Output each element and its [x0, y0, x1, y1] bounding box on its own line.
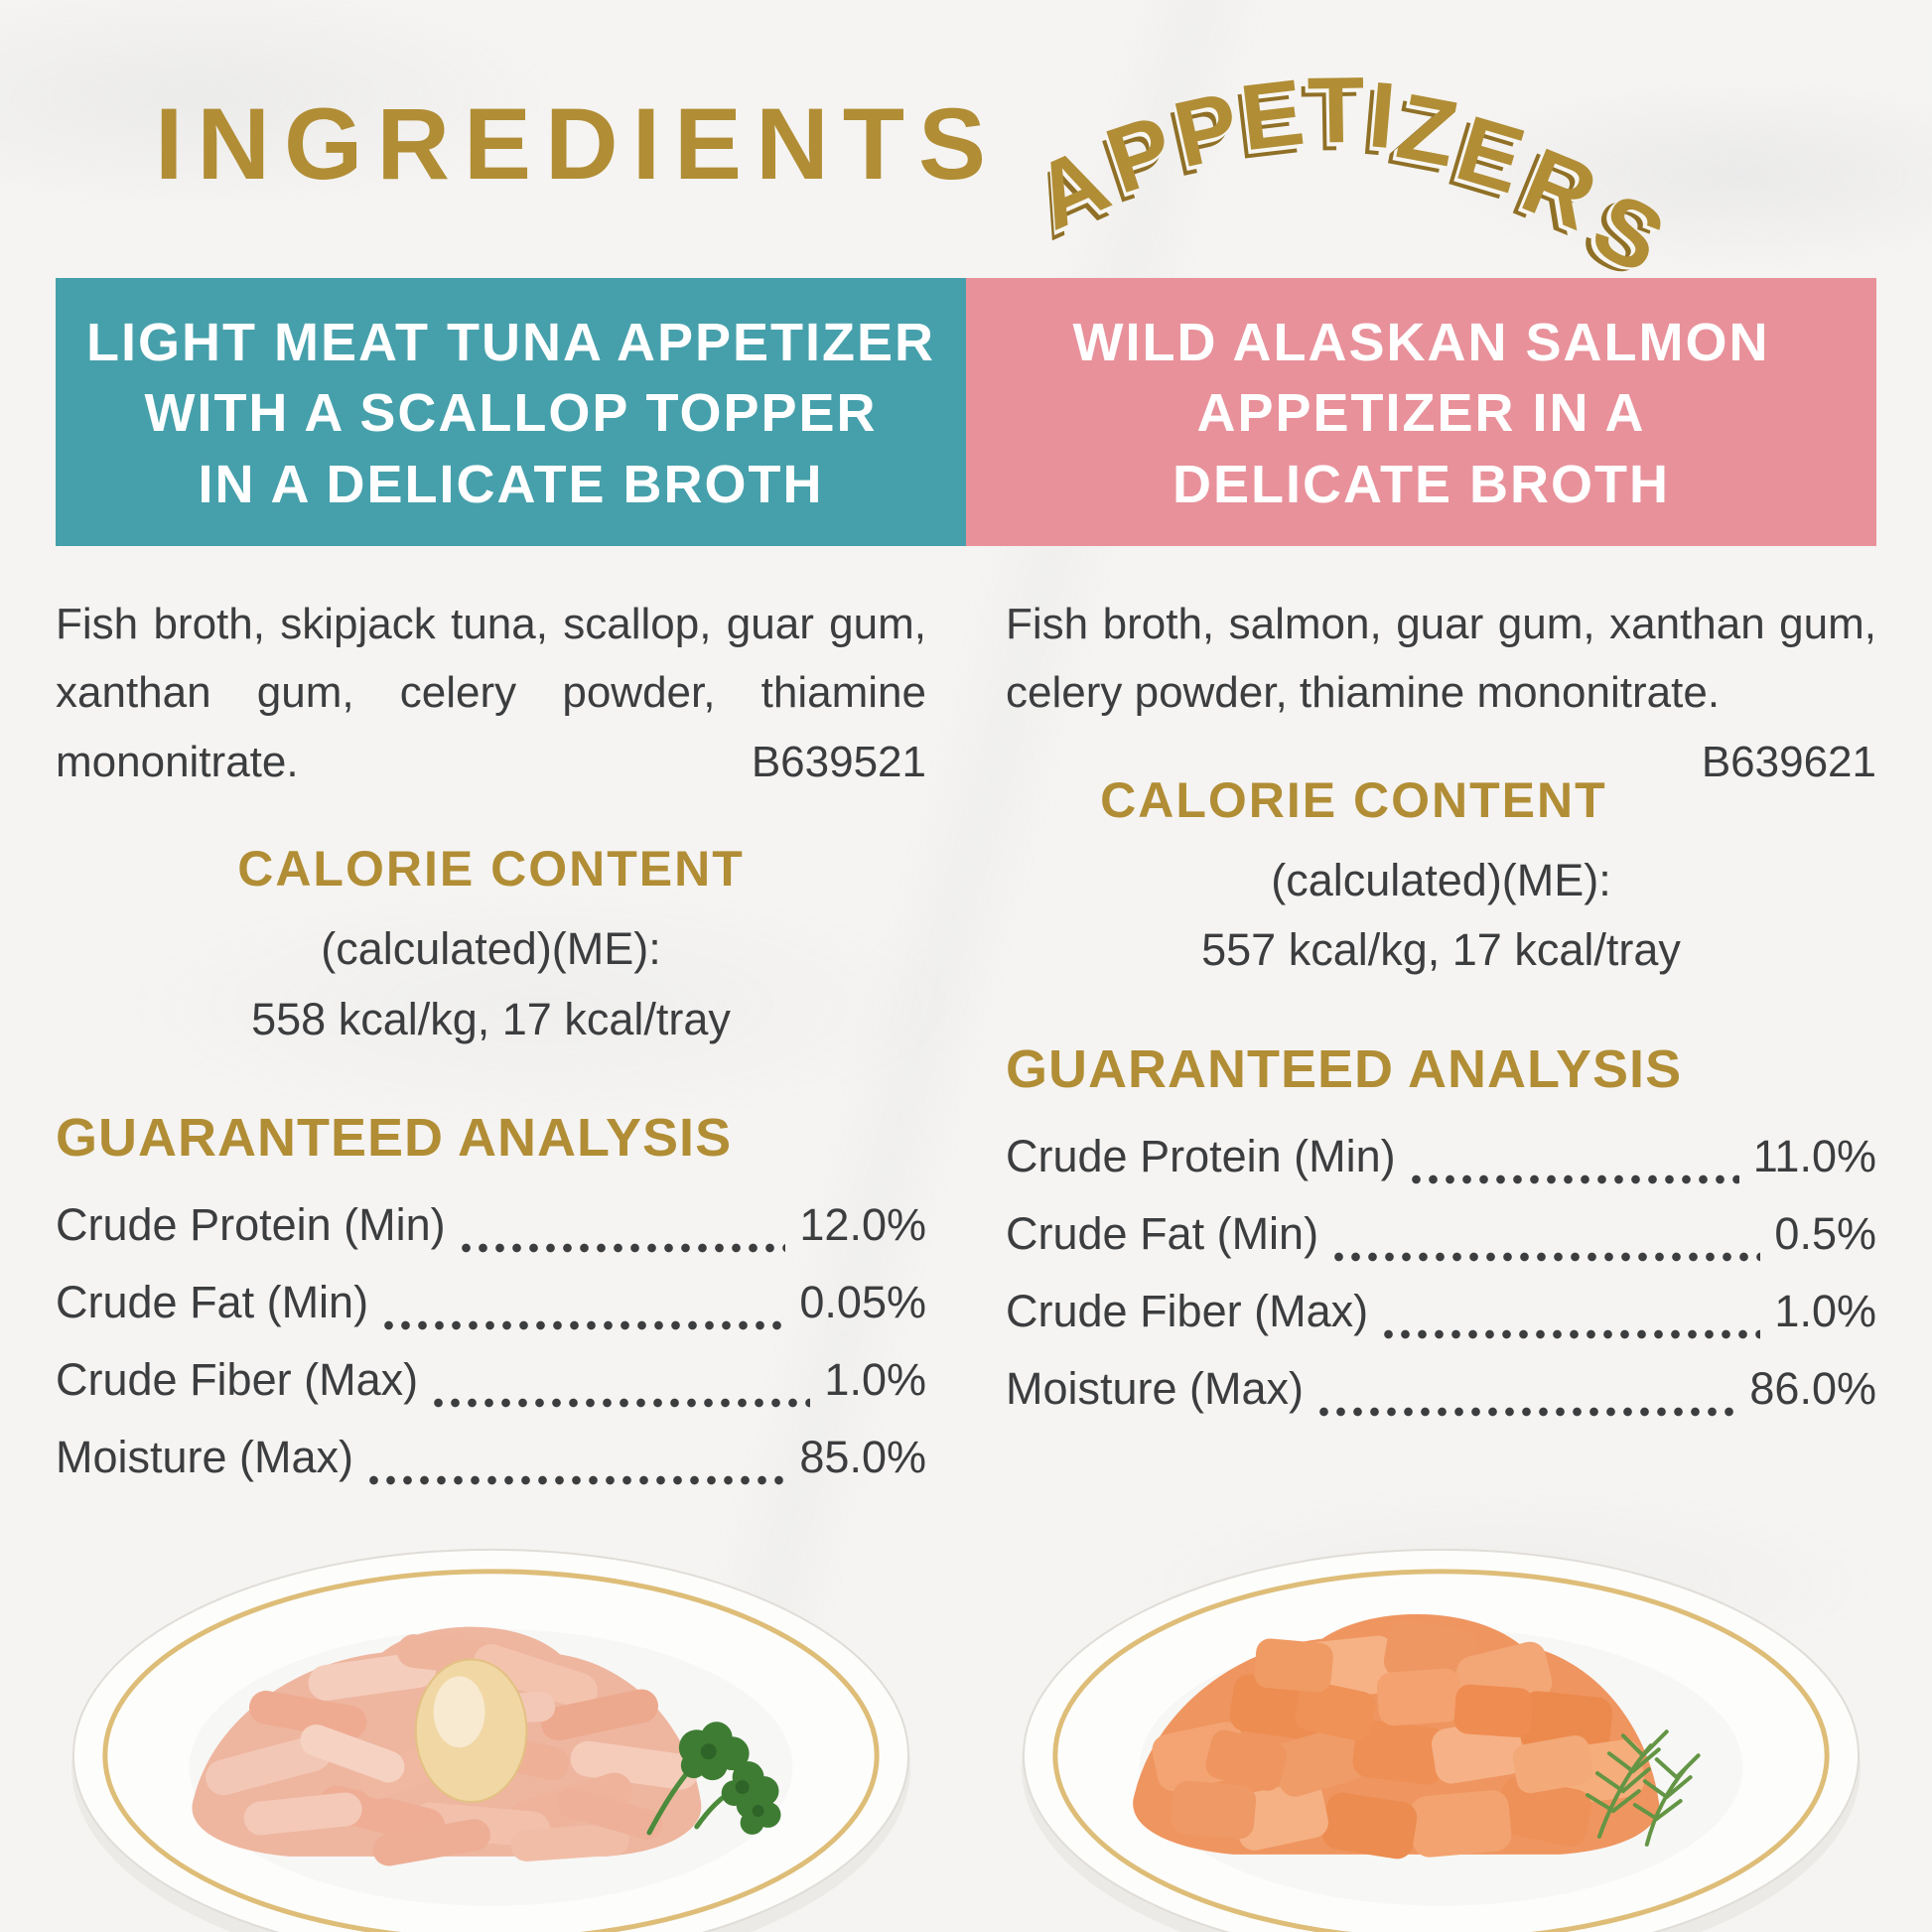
- dotted-leader: [365, 1474, 786, 1487]
- dotted-leader: [457, 1242, 786, 1255]
- title-row: INGREDIENTS APPETIZERS: [56, 57, 1876, 294]
- calorie-section: CALORIE CONTENT (calculated)(ME): 558 kc…: [56, 840, 926, 1053]
- analysis-label: Crude Fiber (Max): [56, 1354, 419, 1406]
- salmon-header-line: DELICATE BROTH: [1173, 454, 1670, 514]
- tuna-header-line: IN A DELICATE BROTH: [198, 454, 824, 514]
- analysis-label: Crude Fat (Min): [1006, 1207, 1319, 1259]
- batch-code: B639621: [1701, 737, 1876, 786]
- analysis-value: 85.0%: [799, 1432, 926, 1483]
- analysis-heading: GUARANTEED ANALYSIS: [56, 1108, 733, 1169]
- salmon-header-band: WILD ALASKAN SALMON APPETIZER IN A DELIC…: [966, 278, 1876, 546]
- ingredients-paragraph: Fish broth, salmon, guar gum, xanthan gu…: [1006, 590, 1876, 786]
- tuna-header-line: LIGHT MEAT TUNA APPETIZER: [86, 313, 935, 372]
- analysis-row: Crude Fiber (Max) 1.0%: [56, 1341, 926, 1419]
- analysis-row: Crude Protein (Min) 12.0%: [56, 1186, 926, 1264]
- analysis-rows: Crude Protein (Min) 12.0% Crude Fat (Min) 0…: [56, 1186, 926, 1496]
- analysis-value: 1.0%: [824, 1354, 926, 1406]
- ingredients-text: Fish broth, skipjack tuna, scallop, guar…: [56, 599, 926, 786]
- analysis-row: Moisture (Max) 86.0%: [1006, 1350, 1876, 1428]
- tuna-plate-photo: [56, 1518, 926, 1932]
- dotted-leader: [1380, 1327, 1761, 1340]
- analysis-value: 86.0%: [1749, 1362, 1876, 1414]
- calorie-heading: CALORIE CONTENT: [237, 841, 745, 897]
- analysis-label: Crude Fiber (Max): [1006, 1285, 1369, 1336]
- calorie-method: (calculated)(ME):: [1271, 854, 1611, 905]
- analysis-value: 0.05%: [799, 1277, 926, 1328]
- salmon-plate-illustration: [1022, 1549, 1861, 1932]
- tuna-header-band: LIGHT MEAT TUNA APPETIZER WITH A SCALLOP…: [56, 278, 966, 546]
- dill-garnish: [1586, 1729, 1701, 1847]
- tuna-plate-illustration: [71, 1549, 910, 1932]
- tuna-header-line: WITH A SCALLOP TOPPER: [144, 383, 878, 444]
- variant-header-bands: LIGHT MEAT TUNA APPETIZER WITH A SCALLOP…: [56, 278, 1876, 546]
- scallop-topper: [414, 1658, 528, 1804]
- salmon-header-line: APPETIZER IN A: [1196, 383, 1646, 444]
- salmon-column: Fish broth, salmon, guar gum, xanthan gu…: [1006, 546, 1876, 1496]
- calorie-values: 558 kcal/kg, 17 kcal/tray: [251, 993, 731, 1044]
- dotted-leader: [1330, 1250, 1761, 1263]
- info-columns: Fish broth, skipjack tuna, scallop, guar…: [56, 546, 1876, 1496]
- analysis-value: 1.0%: [1774, 1285, 1876, 1336]
- dotted-leader: [430, 1397, 811, 1410]
- tuna-column: Fish broth, skipjack tuna, scallop, guar…: [56, 546, 926, 1496]
- page-title: INGREDIENTS: [155, 87, 1001, 201]
- arc-letter: T: [1307, 57, 1366, 163]
- analysis-rows: Crude Protein (Min) 11.0% Crude Fat (Min) 0…: [1006, 1118, 1876, 1428]
- arc-letter: E: [1235, 59, 1310, 171]
- salmon-header-line: WILD ALASKAN SALMON: [1072, 313, 1770, 372]
- analysis-label: Crude Protein (Min): [56, 1199, 446, 1251]
- dotted-leader: [380, 1319, 786, 1332]
- ingredients-paragraph: Fish broth, skipjack tuna, scallop, guar…: [56, 590, 926, 797]
- calorie-section: CALORIE CONTENT (calculated)(ME): 557 kc…: [1006, 771, 1876, 985]
- analysis-row: Crude Protein (Min) 11.0%: [1006, 1118, 1876, 1195]
- parsley-garnish: [646, 1722, 781, 1836]
- calorie-heading: CALORIE CONTENT: [1100, 771, 1607, 828]
- analysis-row: Moisture (Max) 85.0%: [56, 1419, 926, 1496]
- guaranteed-analysis-section: GUARANTEED ANALYSIS Crude Protein (Min) 1…: [56, 1107, 926, 1496]
- dotted-leader: [1407, 1173, 1739, 1185]
- analysis-row: Crude Fat (Min) 0.05%: [56, 1264, 926, 1341]
- analysis-value: 0.5%: [1774, 1207, 1876, 1259]
- analysis-row: Crude Fat (Min) 0.5%: [1006, 1195, 1876, 1273]
- analysis-label: Moisture (Max): [1006, 1362, 1305, 1414]
- analysis-row: Crude Fiber (Max) 1.0%: [1006, 1273, 1876, 1350]
- batch-code: B639521: [751, 737, 926, 786]
- analysis-value: 12.0%: [799, 1199, 926, 1251]
- calorie-values: 557 kcal/kg, 17 kcal/tray: [1201, 924, 1681, 976]
- analysis-label: Moisture (Max): [56, 1432, 354, 1483]
- guaranteed-analysis-section: GUARANTEED ANALYSIS Crude Protein (Min) 1…: [1006, 1038, 1876, 1428]
- appetizers-arc-title: APPETIZERS: [1019, 57, 1680, 294]
- salmon-plate-photo: [1006, 1518, 1876, 1932]
- calorie-method: (calculated)(ME):: [321, 923, 661, 975]
- product-photos: [56, 1518, 1876, 1932]
- dotted-leader: [1315, 1405, 1736, 1418]
- ingredients-text: Fish broth, salmon, guar gum, xanthan gu…: [1006, 599, 1876, 718]
- tuna-shreds: [206, 1634, 699, 1866]
- analysis-label: Crude Fat (Min): [56, 1277, 369, 1328]
- analysis-heading: GUARANTEED ANALYSIS: [1006, 1038, 1683, 1099]
- analysis-value: 11.0%: [1752, 1130, 1876, 1181]
- analysis-label: Crude Protein (Min): [1006, 1130, 1396, 1181]
